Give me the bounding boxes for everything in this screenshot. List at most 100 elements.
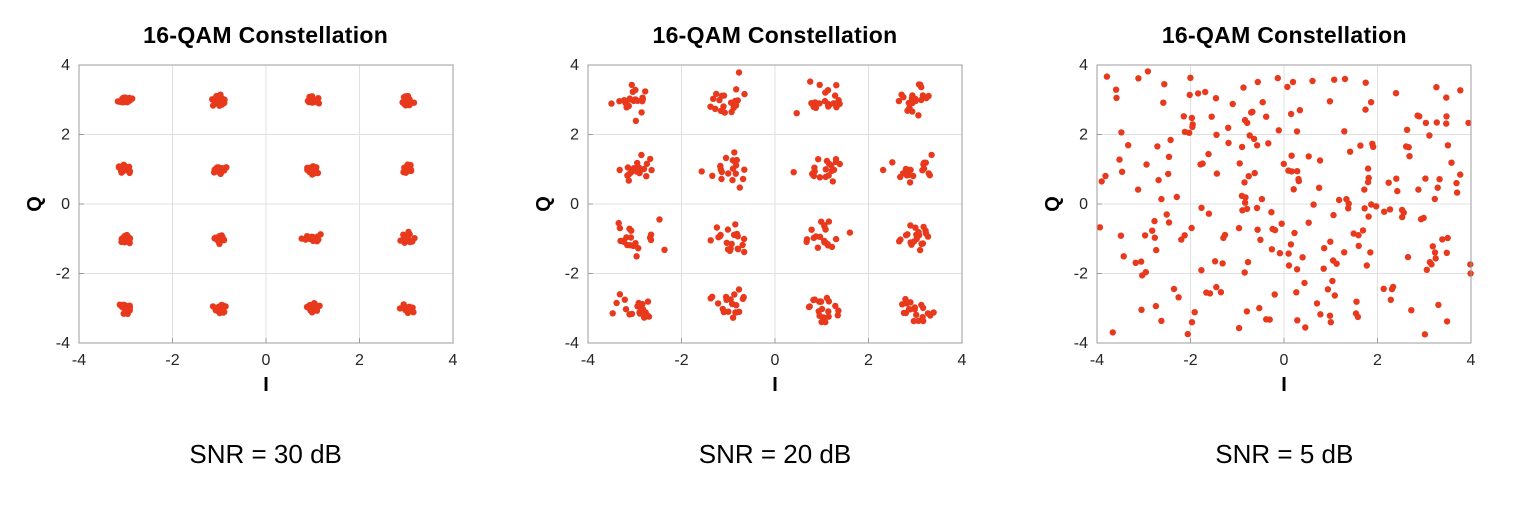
data-point [895,97,903,105]
data-point [1158,317,1165,325]
data-point [732,170,739,177]
data-point [731,291,738,298]
data-point [723,296,730,303]
data-point [1212,258,1219,265]
data-point [615,219,622,227]
data-point [713,224,721,231]
data-point [220,308,228,316]
snr-caption: SNR = 30 dB [189,439,342,469]
data-point [1186,129,1193,136]
data-point [916,246,924,254]
data-point [1422,331,1429,338]
snr-caption: SNR = 5 dB [1215,439,1354,469]
data-point [1443,113,1451,120]
data-point [306,97,313,105]
y-tick-label: 2 [570,127,579,144]
data-point [1467,261,1474,268]
data-point [646,155,654,163]
data-point [1380,285,1388,292]
data-point [1361,186,1368,193]
data-point [1135,75,1142,82]
data-point [817,218,825,225]
data-point [1104,73,1111,80]
data-point [1444,318,1451,325]
y-tick-label: -4 [565,335,579,352]
data-point [1098,178,1106,185]
y-tick-label: 0 [61,196,70,213]
data-point [917,96,925,104]
data-point [1277,250,1284,257]
data-point [1236,324,1243,332]
data-point [1329,277,1336,285]
data-point [1154,143,1161,150]
data-point [638,151,645,159]
data-point [1316,184,1323,191]
data-point [626,311,633,318]
data-point [1225,139,1233,147]
data-point [806,78,814,85]
data-point [836,160,843,168]
data-point [741,166,748,173]
data-point [1433,84,1440,91]
data-point [846,229,854,236]
data-point [1213,131,1221,138]
data-point [1239,192,1246,200]
data-point [740,235,748,243]
data-point [723,239,730,246]
data-point [619,237,626,245]
data-point [812,104,820,111]
data-point [628,166,636,173]
x-axis-label: I [263,374,269,393]
data-point [1263,113,1270,120]
data-point [1288,110,1295,118]
data-point [1399,213,1406,221]
data-point [793,110,800,117]
data-point [1443,94,1450,101]
data-point [303,164,311,171]
constellation-figure-snr20: 16-QAM Constellation -4 -2 0 2 4 -4 -2 0 2 4 I Q SN… [509,22,1018,526]
data-point [1139,272,1146,279]
data-point [661,246,668,253]
data-point [1181,232,1189,239]
data-point [1265,140,1272,147]
data-point [734,245,741,252]
data-point [741,90,748,98]
data-point [732,86,740,93]
data-point [1314,300,1321,307]
data-point [825,308,832,315]
data-point [1116,156,1124,163]
y-tick-label: -4 [55,335,69,352]
data-point [812,233,820,240]
data-point [644,298,652,305]
data-point [1153,246,1160,254]
data-point [1327,98,1334,105]
data-point [1361,205,1369,212]
y-tick-label: 2 [1079,127,1088,144]
data-point [731,149,738,156]
data-point [1266,316,1274,323]
data-point [832,235,840,243]
data-point [1173,193,1181,201]
data-point [1297,107,1304,114]
data-point [621,296,628,303]
data-point [1427,259,1434,266]
data-point [123,97,130,104]
data-point [1290,78,1297,86]
data-point [724,170,732,177]
data-point [1191,309,1199,316]
data-point [1420,214,1428,222]
data-point [1288,152,1296,159]
data-point [313,96,320,104]
data-point [1453,179,1461,187]
data-point [1188,224,1196,232]
y-tick-label: 0 [1079,196,1088,213]
data-point [824,242,832,249]
data-point [1408,307,1415,314]
data-point [1166,153,1173,160]
data-point [834,312,841,319]
data-point [1301,279,1309,287]
data-point [919,167,926,174]
data-point [1132,259,1140,266]
data-point [912,311,920,318]
y-tick-label: 0 [570,196,579,213]
